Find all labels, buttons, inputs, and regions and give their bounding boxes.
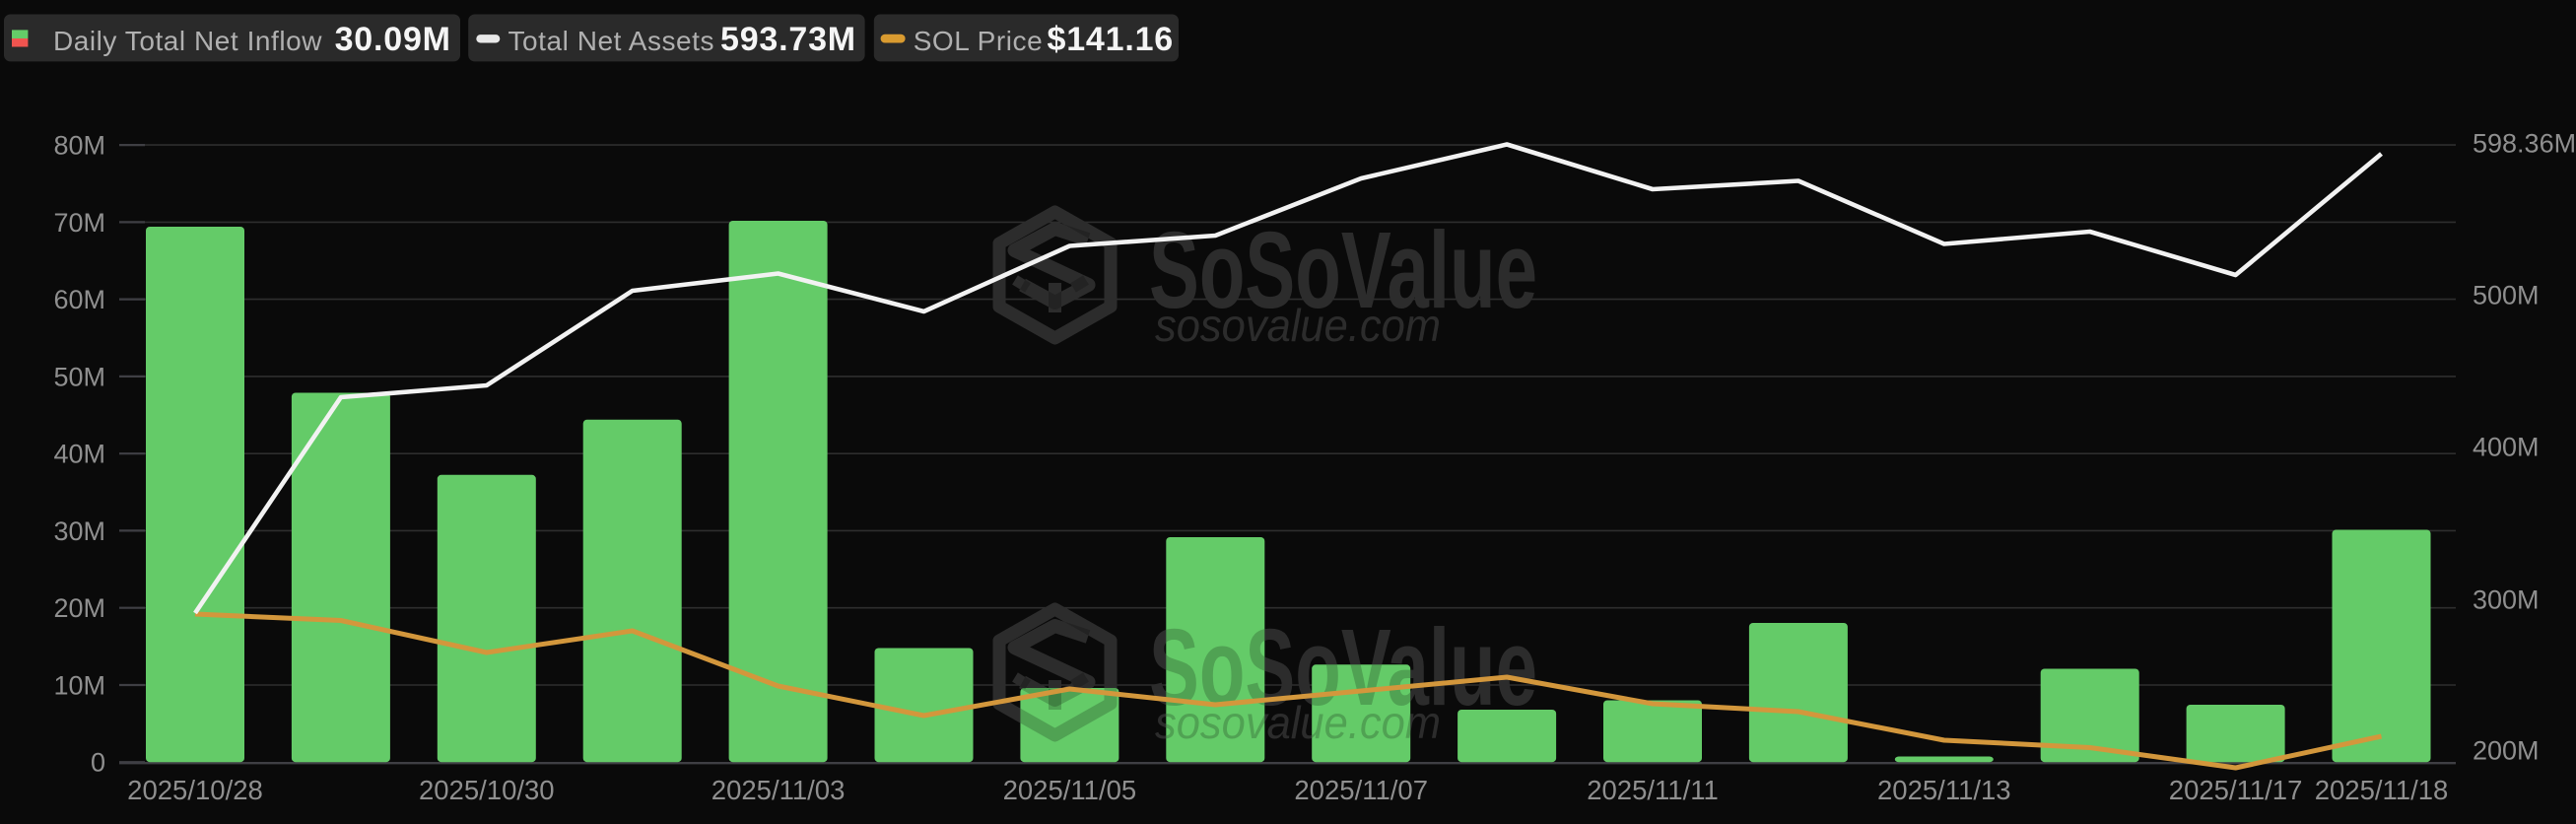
svg-text:2025/11/17: 2025/11/17 [2169,775,2303,805]
svg-text:2025/11/03: 2025/11/03 [712,775,846,805]
svg-text:2025/10/30: 2025/10/30 [419,775,555,805]
svg-text:SOL Price: SOL Price [914,26,1044,56]
svg-text:0: 0 [91,748,105,778]
svg-text:SoSoValue: SoSoValue [1149,210,1537,331]
svg-text:50M: 50M [53,362,105,391]
svg-text:300M: 300M [2473,585,2540,615]
svg-text:SoSoValue: SoSoValue [1149,607,1537,728]
svg-text:2025/11/13: 2025/11/13 [1877,775,2011,805]
svg-text:598.36M: 598.36M [2473,129,2576,159]
svg-text:2025/11/05: 2025/11/05 [1003,775,1137,805]
svg-text:sosovalue.com: sosovalue.com [1155,300,1441,351]
svg-text:80M: 80M [53,131,105,161]
svg-text:200M: 200M [2473,736,2540,766]
svg-text:SoSoValue: SoSoValue [1149,210,1537,331]
svg-text:30.09M: 30.09M [335,21,451,58]
svg-text:sosovalue.com: sosovalue.com [1155,300,1441,351]
svg-text:Daily Total Net Inflow: Daily Total Net Inflow [53,26,322,56]
svg-text:400M: 400M [2473,433,2540,462]
svg-text:$141.16: $141.16 [1048,21,1175,58]
svg-text:2025/11/07: 2025/11/07 [1294,775,1428,805]
svg-text:500M: 500M [2473,281,2540,310]
svg-text:10M: 10M [53,671,105,701]
svg-text:Total Net Assets: Total Net Assets [508,26,715,56]
svg-text:20M: 20M [53,593,105,623]
svg-text:593.73M: 593.73M [720,21,856,58]
svg-text:30M: 30M [53,516,105,546]
svg-text:70M: 70M [53,208,105,238]
svg-text:2025/11/18: 2025/11/18 [2315,775,2449,805]
svg-text:2025/10/28: 2025/10/28 [127,775,263,805]
svg-text:2025/11/11: 2025/11/11 [1587,775,1719,805]
svg-text:60M: 60M [53,285,105,314]
svg-text:40M: 40M [53,440,105,469]
